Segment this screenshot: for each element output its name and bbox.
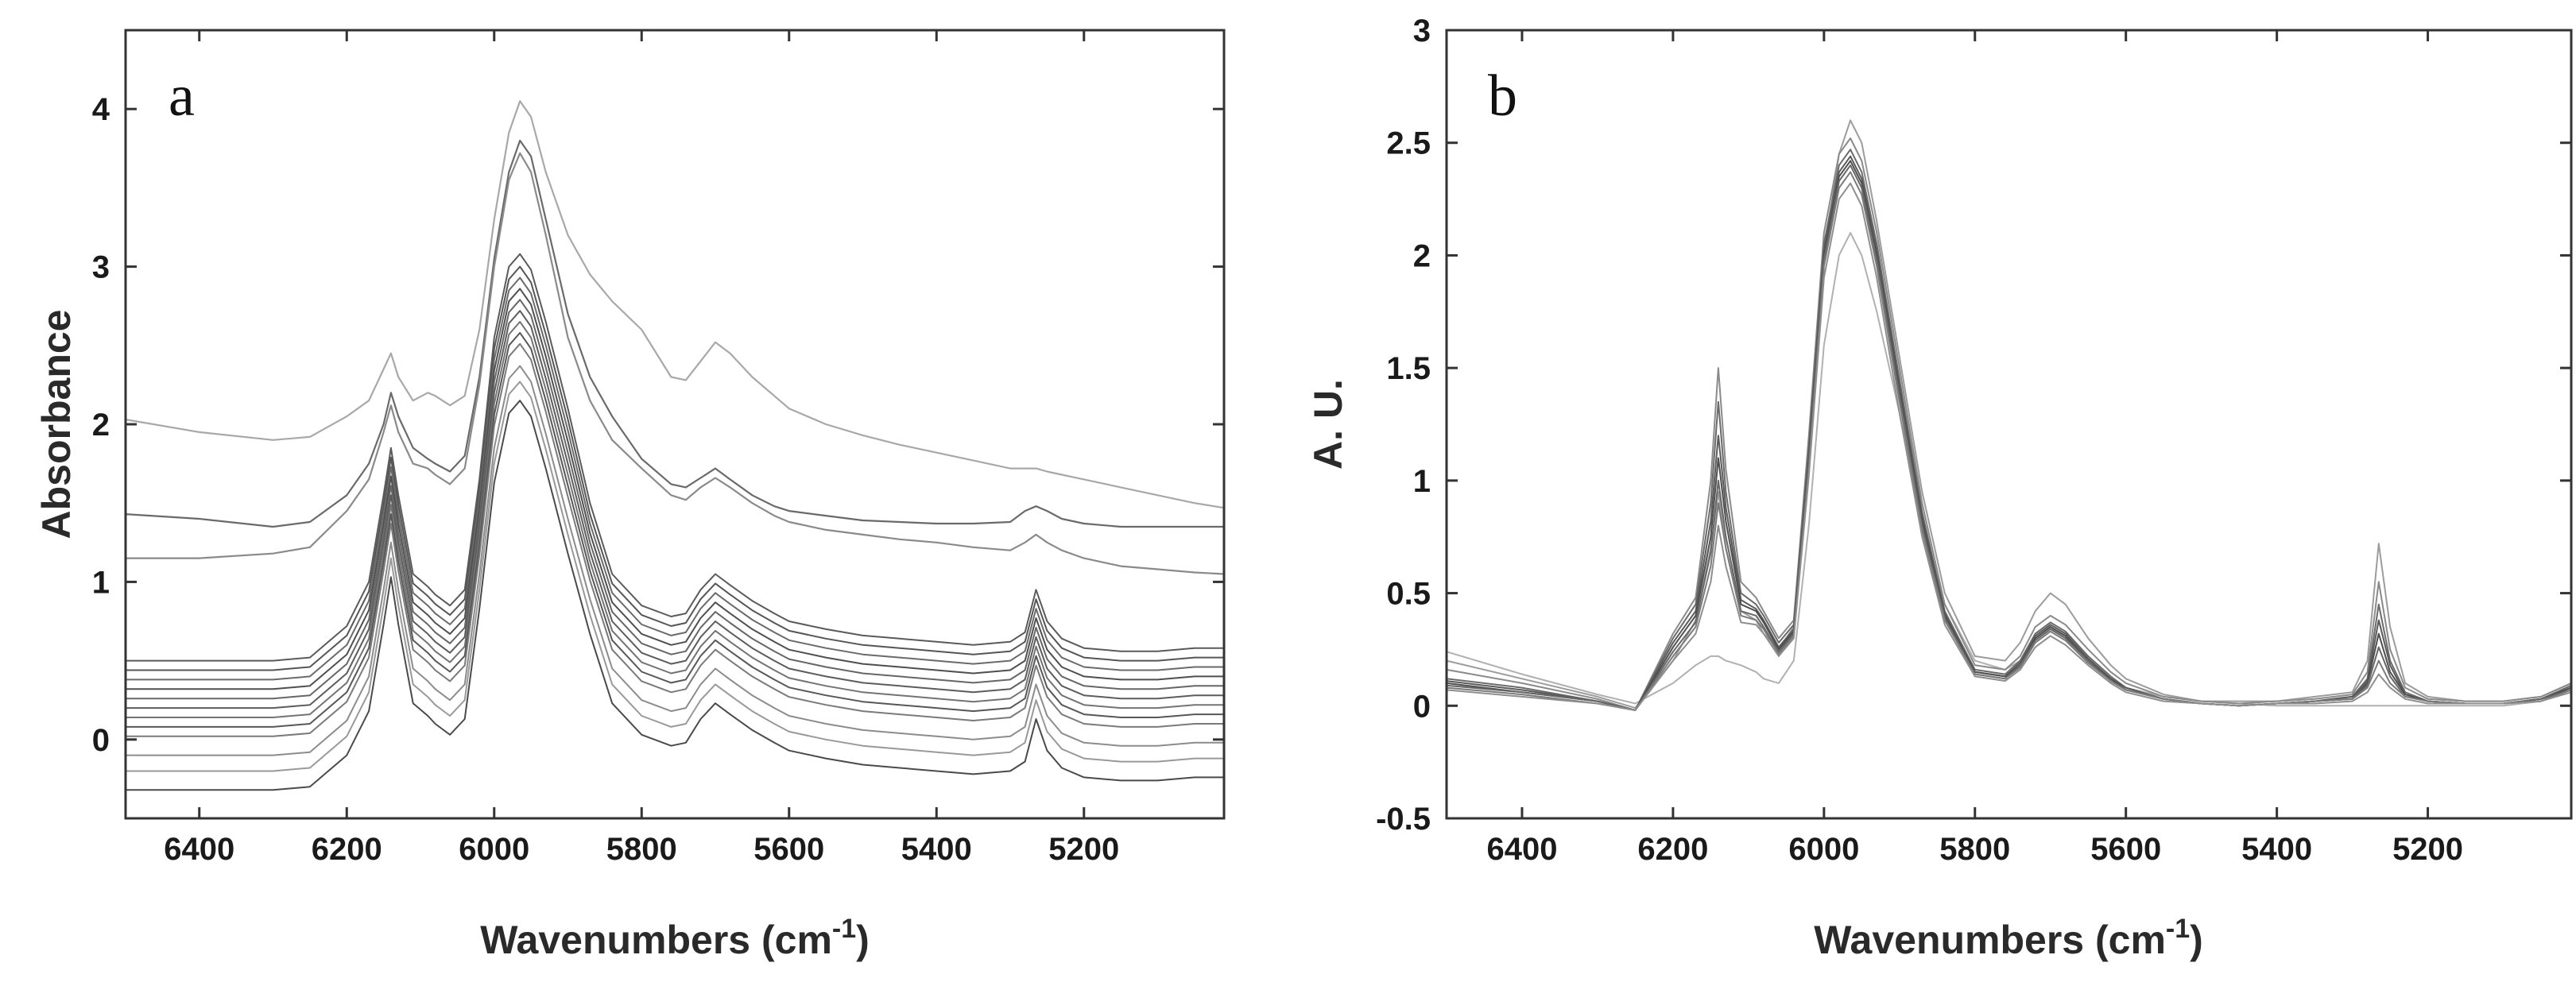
x-tick-label-a-5400: 5400: [901, 832, 972, 867]
series-line-a-group-03: [125, 276, 1225, 681]
series-line-a-outlier-3: [124, 152, 1226, 575]
series-line-a-group-04: [125, 288, 1225, 690]
x-tick-label-b-6400: 6400: [1486, 832, 1557, 867]
x-tick-label-a-6200: 6200: [312, 832, 382, 867]
x-tick-label-a-5800: 5800: [606, 832, 677, 867]
y-tick-label-a-2: 2: [92, 408, 110, 443]
x-tick-label-b-5400: 5400: [2241, 832, 2312, 867]
series-line-b-spectrum-04: [1446, 149, 2572, 711]
series-line-a-group-09: [125, 342, 1225, 737]
series-line-b-spectrum-03: [1446, 137, 2572, 711]
x-tick-label-a-6400: 6400: [164, 832, 234, 867]
x-tick-label-b-5800: 5800: [1939, 832, 2010, 867]
series-line-a-group-05: [125, 299, 1225, 700]
series-line-b-spectrum-09: [1446, 182, 2572, 711]
ticks-b: 6400 6200 6000 5800 5600 5400 5200 -0.5 0 0.5 1 1.5…: [1376, 14, 2571, 867]
series-line-b-spectrum-08: [1446, 171, 2572, 711]
y-tick-label-b-0: -0.5: [1376, 802, 1431, 837]
series-line-a-group-07: [125, 321, 1225, 718]
x-tick-label-a-6000: 6000: [459, 832, 529, 867]
y-axis-label-b: A. U.: [1306, 379, 1350, 470]
panel-a: 6400 6200 6000 5800 5600 5400 5200 0 1 2 3 4 a Wave…: [34, 29, 1226, 962]
axes-frame-b: [1445, 29, 2573, 820]
series-line-a-group-06: [125, 310, 1225, 709]
panel-b: 6400 6200 6000 5800 5600 5400 5200 -0.5 0 0.5 1 1.5…: [1306, 14, 2573, 962]
series-layer-a: [124, 100, 1226, 791]
y-tick-label-a-0: 0: [92, 723, 110, 758]
series-layer-b: [1446, 119, 2572, 711]
series-line-a-outlier-1: [124, 100, 1226, 509]
x-tick-label-a-5200: 5200: [1048, 832, 1119, 867]
x-tick-label-a-5600: 5600: [753, 832, 824, 867]
y-tick-label-a-3: 3: [92, 250, 110, 285]
panel-label-b: b: [1488, 64, 1517, 129]
x-tick-label-b-5200: 5200: [2392, 832, 2463, 867]
y-tick-label-b-2: 0.5: [1386, 577, 1431, 612]
series-line-a-group-10: [125, 365, 1225, 756]
x-tick-label-b-5600: 5600: [2090, 832, 2161, 867]
series-line-a-outlier-2: [124, 139, 1226, 528]
ticks-a: 6400 6200 6000 5800 5600 5400 5200 0 1 2 3 4: [92, 30, 1224, 867]
x-axis-label-b: Wavenumbers (cm-1): [1814, 914, 2203, 962]
y-tick-label-a-1: 1: [92, 565, 110, 600]
y-tick-label-b-6: 2.5: [1386, 126, 1431, 161]
x-tick-label-b-6200: 6200: [1637, 832, 1708, 867]
panel-label-a: a: [169, 64, 195, 129]
x-tick-label-b-6000: 6000: [1788, 832, 1859, 867]
series-line-b-spectrum-06: [1446, 160, 2572, 711]
x-axis-label-a: Wavenumbers (cm-1): [480, 914, 870, 962]
plot-area-a: [126, 30, 1224, 818]
y-axis-label-a: Absorbance: [34, 310, 79, 539]
series-line-a-group-12: [125, 400, 1225, 791]
series-line-a-group-01: [125, 253, 1225, 662]
series-line-b-spectrum-01: [1446, 232, 2572, 707]
y-tick-label-b-1: 0: [1413, 689, 1431, 724]
plot-area-b: [1447, 30, 2571, 818]
y-tick-label-b-3: 1: [1413, 464, 1431, 499]
series-line-a-group-02: [125, 265, 1225, 671]
series-line-a-group-11: [125, 381, 1225, 772]
series-line-a-group-08: [125, 331, 1225, 728]
y-tick-label-a-4: 4: [92, 92, 110, 127]
y-tick-label-b-7: 3: [1413, 14, 1431, 48]
y-tick-label-b-4: 1.5: [1386, 351, 1431, 386]
y-tick-label-b-5: 2: [1413, 238, 1431, 273]
